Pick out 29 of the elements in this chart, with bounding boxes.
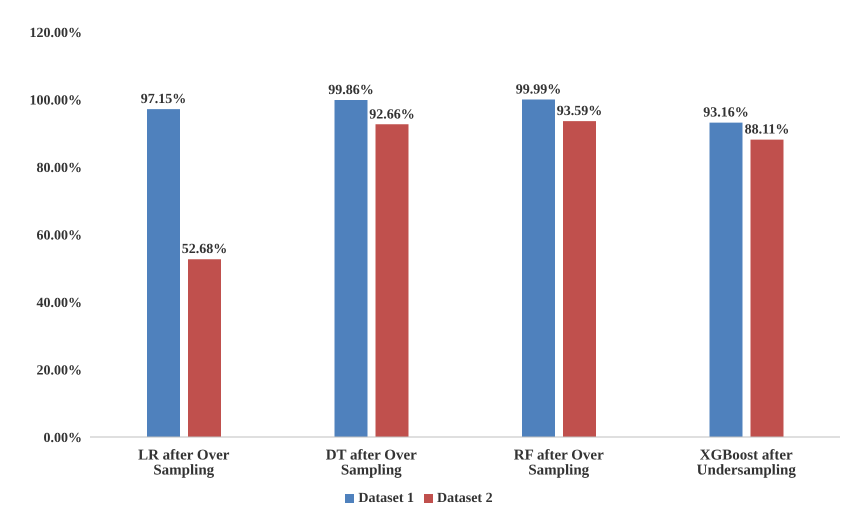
data-label: 52.68%	[182, 242, 228, 258]
y-tick-label: 20.00%	[36, 363, 82, 378]
bar	[147, 109, 180, 437]
x-tick-label: XGBoost after Undersampling	[696, 448, 796, 479]
legend-label: Dataset 2	[437, 491, 493, 506]
data-label: 88.11%	[744, 122, 790, 138]
bar	[750, 140, 784, 437]
data-label: 97.15%	[140, 92, 186, 108]
y-tick-label: 40.00%	[36, 296, 82, 311]
bar	[710, 122, 742, 437]
x-tick-label: RF after Over Sampling	[514, 448, 604, 479]
bar	[563, 121, 596, 437]
legend-label: Dataset 1	[358, 491, 414, 506]
y-tick-label: 100.00%	[30, 93, 82, 108]
data-label: 99.99%	[516, 82, 562, 98]
x-tick-label: LR after Over Sampling	[138, 448, 230, 479]
bar	[522, 100, 555, 437]
data-label: 99.86%	[328, 82, 374, 98]
y-tick-label: 80.00%	[36, 160, 82, 176]
data-label: 93.59%	[556, 104, 602, 120]
data-label: 92.66%	[369, 107, 415, 122]
bar	[334, 100, 368, 437]
data-label: 93.16%	[703, 106, 749, 121]
y-tick-label: 120.00%	[30, 26, 82, 41]
bar	[188, 259, 221, 437]
y-tick-label: 0.00%	[44, 430, 82, 446]
x-tick-label: DT after Over Sampling	[326, 448, 418, 479]
y-tick-label: 60.00%	[36, 228, 82, 244]
bar	[376, 124, 408, 437]
